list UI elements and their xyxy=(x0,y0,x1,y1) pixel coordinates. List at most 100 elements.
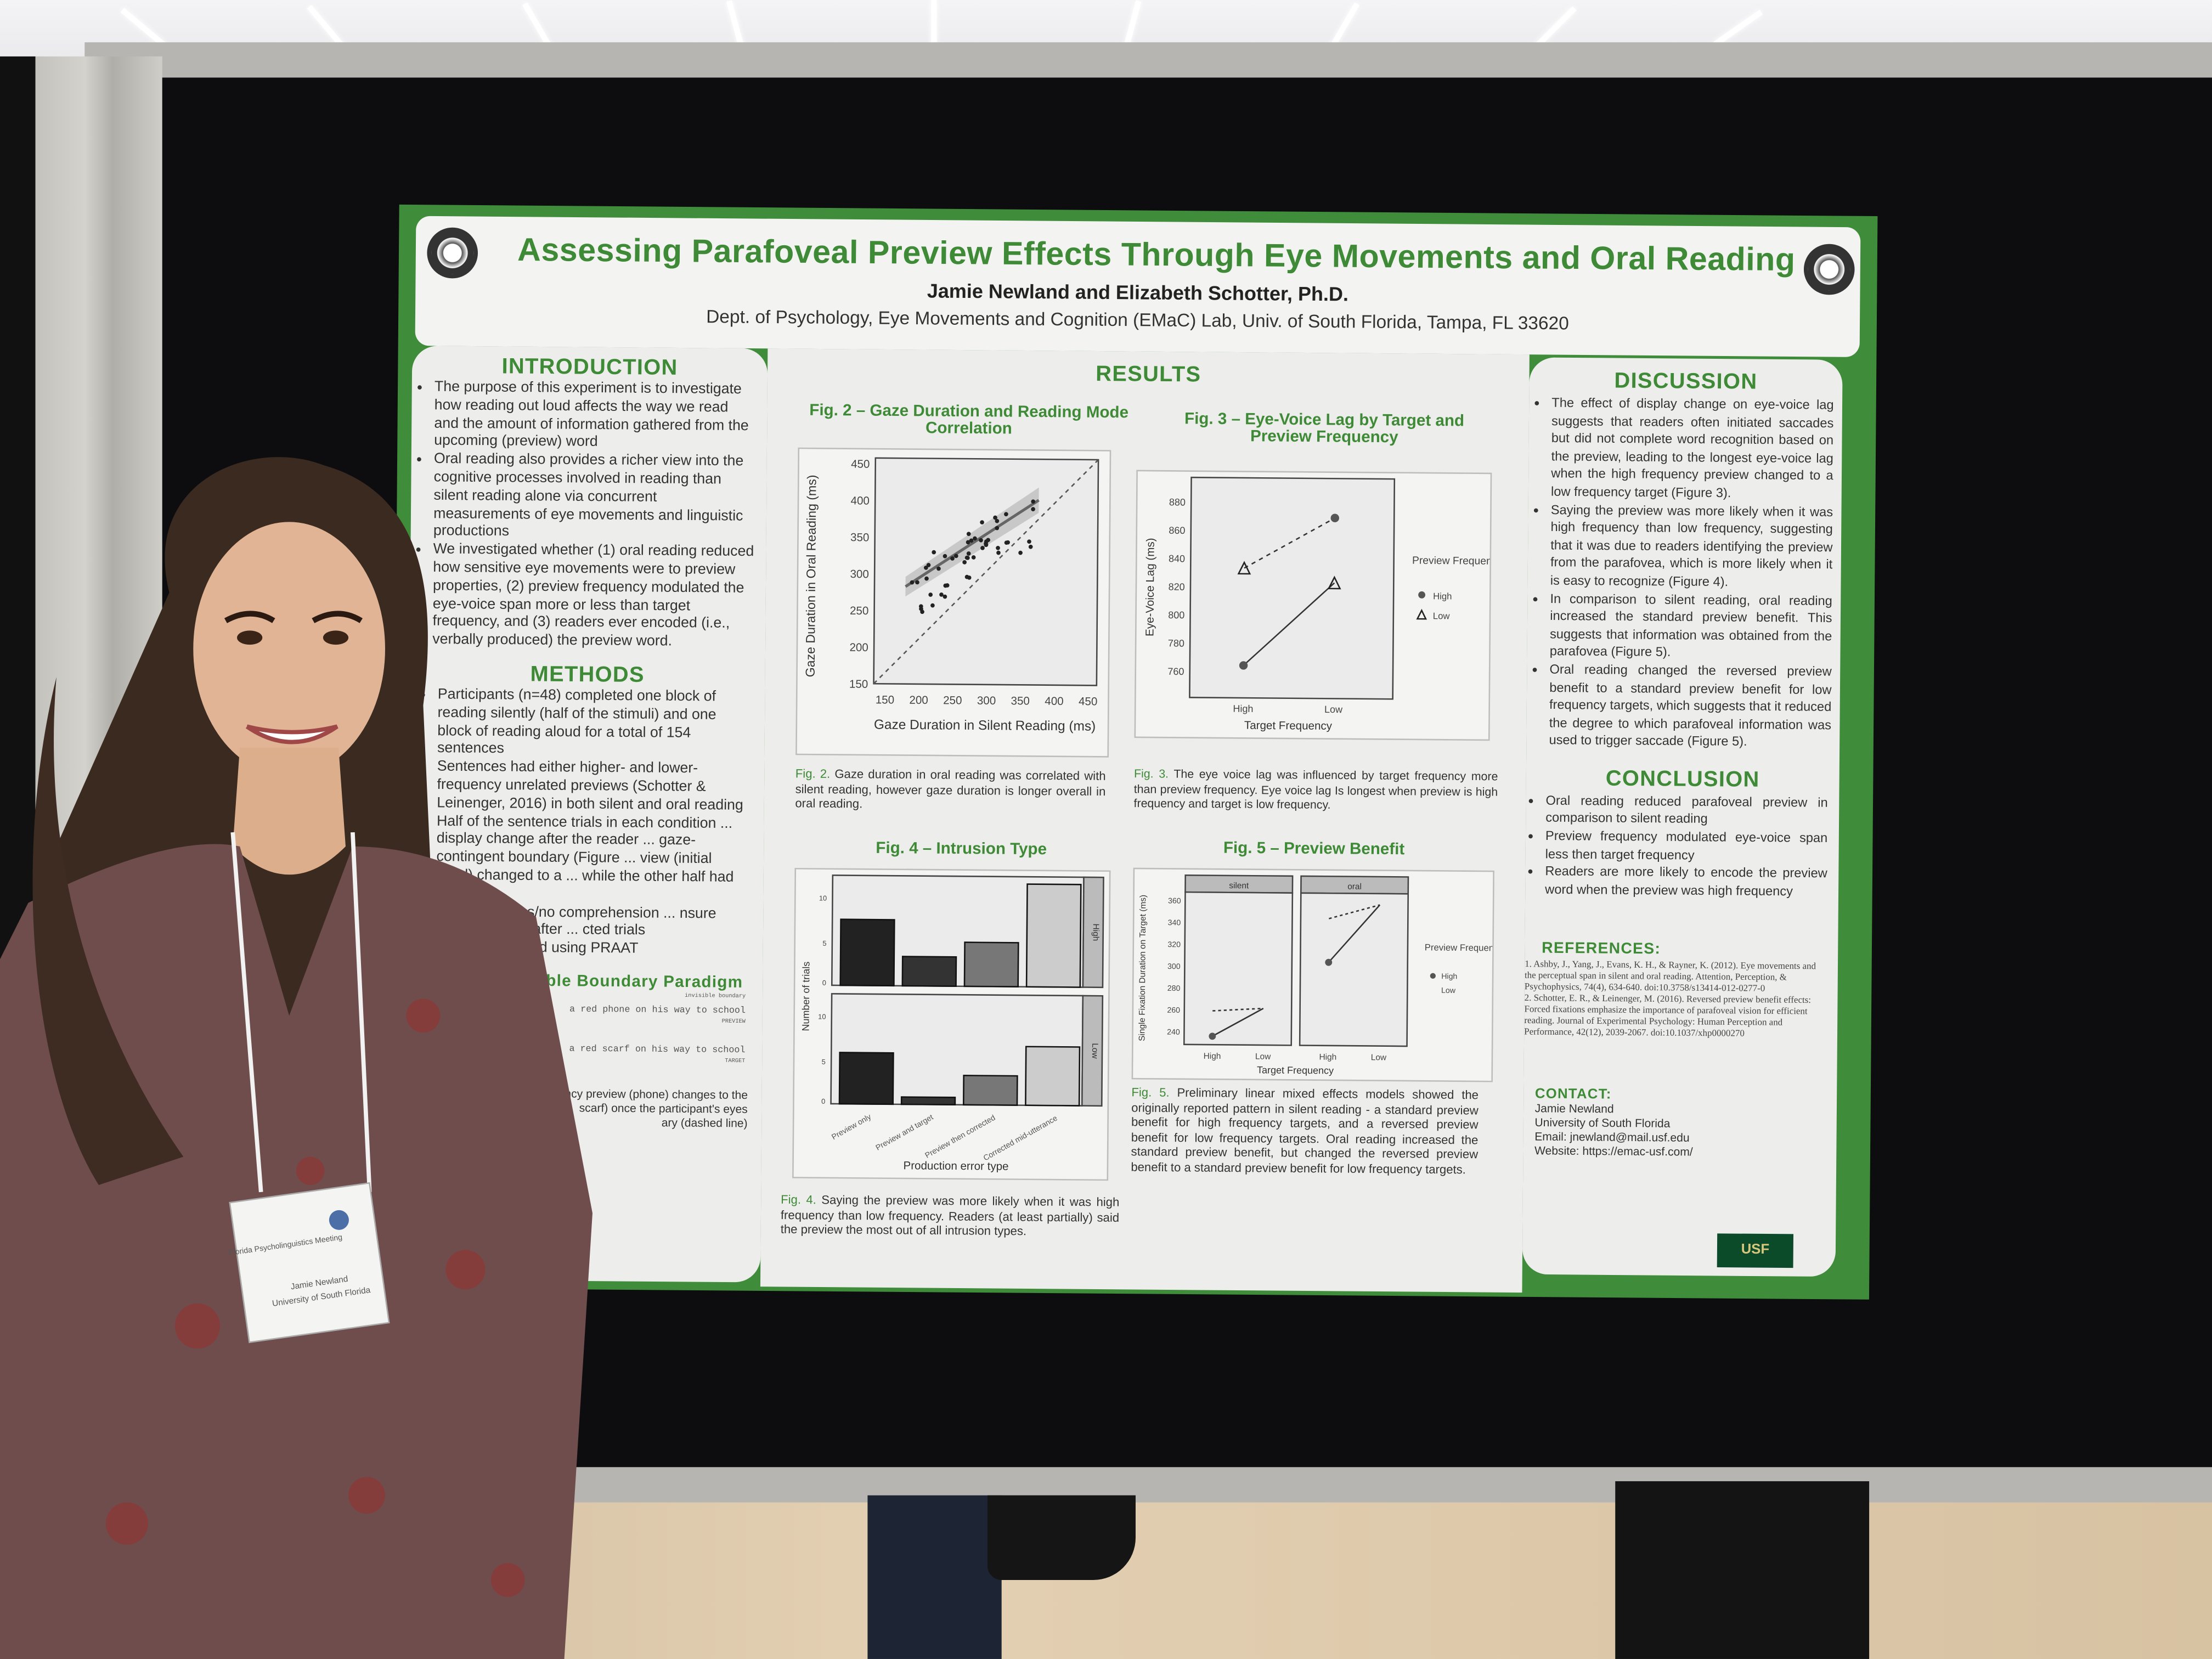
fig2-ytick: 150 xyxy=(849,678,868,691)
poster-authors: Jamie Newland and Elizabeth Schotter, Ph… xyxy=(927,279,1349,306)
discussion-heading: DISCUSSION xyxy=(1614,369,1758,394)
fig2-ylabel: Gaze Duration in Oral Reading (ms) xyxy=(803,475,819,677)
reference-item: 2. Schotter, E. R., & Leinenger, M. (201… xyxy=(1524,994,1812,1040)
fig5-panel-oral: oral xyxy=(1347,882,1362,891)
scatter-point xyxy=(962,560,967,565)
visitor-legs-right xyxy=(1615,1481,1870,1659)
conclusion-text: Oral reading reduced parafoveal preview … xyxy=(1525,792,1839,901)
discussion-column: DISCUSSION The effect of display change … xyxy=(1522,357,1843,1277)
fig4-bar xyxy=(839,918,895,987)
scatter-point xyxy=(966,540,970,545)
fig5-ytick: 360 xyxy=(1168,896,1181,905)
contact-info: Jamie Newland University of South Florid… xyxy=(1523,1103,1837,1161)
fig4-bar xyxy=(901,956,957,988)
scatter-point xyxy=(980,520,984,524)
fig4-facet-low: Low xyxy=(1090,1043,1099,1059)
fig4-bar xyxy=(962,1075,1018,1106)
fig3-ytick: 840 xyxy=(1169,553,1185,564)
fig4-ytick: 5 xyxy=(822,939,826,947)
scatter-point xyxy=(980,546,985,550)
lab-logo-left xyxy=(427,227,478,279)
name-badge: Florida Psycholinguistics Meeting Jamie … xyxy=(228,1182,390,1344)
scatter-point xyxy=(910,580,915,585)
fig3-ytick: 820 xyxy=(1169,582,1185,592)
results-heading: RESULTS xyxy=(1096,362,1201,387)
discussion-text: The effect of display change on eye-voic… xyxy=(1526,394,1842,752)
fig5-panel-silent: silent xyxy=(1229,881,1249,890)
scatter-point xyxy=(943,554,947,558)
fig4-xtick: Preview only xyxy=(830,1111,873,1141)
fig5-ytick: 240 xyxy=(1167,1028,1180,1036)
scatter-point xyxy=(996,550,1001,555)
discussion-bullet: The effect of display change on eye-voic… xyxy=(1551,394,1834,503)
discussion-bullet: Oral reading changed the reversed previe… xyxy=(1549,661,1832,752)
fig3-ytick: 760 xyxy=(1167,666,1184,677)
fig4-ytick: 5 xyxy=(822,1058,826,1066)
fig4-barchart: High Low 10 5 0 10 5 0 Number of trials Previ… xyxy=(792,867,1111,1181)
conclusion-heading: CONCLUSION xyxy=(1605,766,1760,792)
poster-header: Assessing Parafoveal Preview Effects Thr… xyxy=(415,216,1861,357)
fig2-xlabel: Gaze Duration in Silent Reading (ms) xyxy=(874,718,1096,734)
face xyxy=(193,522,385,776)
scatter-point xyxy=(1028,544,1033,549)
neck xyxy=(233,747,346,875)
fig3-xtick: High xyxy=(1233,703,1253,714)
fig2-xtick: 400 xyxy=(1045,695,1063,708)
fig4-bar xyxy=(838,1052,894,1105)
contact-website: Website: https://emac-usf.com/ xyxy=(1534,1145,1693,1159)
discussion-bullet: In comparison to silent reading, oral re… xyxy=(1550,590,1832,663)
conclusion-bullet: Preview frequency modulated eye-voice sp… xyxy=(1545,827,1828,865)
fig2-xtick: 300 xyxy=(977,695,996,707)
scatter-point xyxy=(930,603,935,608)
fig5-ytick: 260 xyxy=(1167,1006,1180,1014)
scatter-point xyxy=(953,554,958,558)
references-heading: REFERENCES: xyxy=(1542,940,1661,959)
fig3-plot: 880 860 840 820 800 780 760 High Low Target Fr… xyxy=(1143,476,1503,732)
fig3-xtick: Low xyxy=(1324,704,1343,715)
scatter-point xyxy=(1004,540,1009,545)
fig2-ytick: 450 xyxy=(851,458,870,470)
fig3-xlabel: Target Frequency xyxy=(1244,719,1333,732)
fig4-xlabel: Production error type xyxy=(903,1159,1008,1173)
conclusion-bullet: Oral reading reduced parafoveal preview … xyxy=(1545,792,1828,830)
scatter-point xyxy=(979,538,983,543)
poster-affiliation: Dept. of Psychology, Eye Movements and C… xyxy=(706,306,1569,334)
fig4-ytick: 10 xyxy=(819,894,827,902)
fig2-xtick: 350 xyxy=(1011,695,1030,707)
visitor-shoe xyxy=(987,1495,1136,1580)
fig3-ytick: 800 xyxy=(1168,610,1184,620)
fig2-title: Fig. 2 – Gaze Duration and Reading Mode … xyxy=(809,402,1129,438)
fig4-title: Fig. 4 – Intrusion Type xyxy=(876,840,1047,859)
fig5-title: Fig. 5 – Preview Benefit xyxy=(1223,840,1405,859)
scatter-point xyxy=(971,555,976,560)
fig2-xtick: 450 xyxy=(1079,695,1097,708)
scatter-point xyxy=(984,543,989,548)
fig2-plot: 450 400 350 300 250 200 150 150 200 250 300 350 400… xyxy=(803,457,1099,734)
scatter-point xyxy=(996,545,1000,550)
fig4-bar xyxy=(900,1096,956,1105)
fig3-lineplot: 880 860 840 820 800 780 760 High Low Target Fr… xyxy=(1134,470,1503,741)
fig3-title: Fig. 3 – Eye-Voice Lag by Target and Pre… xyxy=(1184,411,1465,447)
fig5-lineplot: silent oral 360 340 320 300 280 260 240 High L… xyxy=(1131,867,1504,1082)
fig4-plot: High Low 10 5 0 10 5 0 Number of trials Previ… xyxy=(800,874,1104,1173)
fig2-ytick: 250 xyxy=(850,605,868,617)
fig5-xtick: High xyxy=(1319,1052,1336,1062)
scatter-point xyxy=(966,551,971,556)
fig4-facet-high: High xyxy=(1091,924,1101,941)
fig3-ytick: 860 xyxy=(1169,525,1185,536)
fig2-scatterplot: 450 400 350 300 250 200 150 150 200 250 300 350 400… xyxy=(795,447,1111,758)
scatter-point xyxy=(993,515,997,520)
fig5-ytick: 280 xyxy=(1167,984,1181,992)
scatter-point xyxy=(995,518,1000,523)
fig4-ylabel: Number of trials xyxy=(800,962,811,1031)
fig3-legend-high: High xyxy=(1433,591,1452,601)
scatter-point xyxy=(1027,539,1031,544)
references-list: 1. Ashby, J., Yang, J., Evans, K. H., & … xyxy=(1524,957,1838,1042)
discussion-bullet: Saying the preview was more likely when … xyxy=(1550,501,1833,592)
scatter-point xyxy=(943,594,947,599)
scatter-point xyxy=(973,536,977,541)
scatter-point xyxy=(1031,507,1035,511)
scatter-point xyxy=(986,538,990,543)
scatter-point xyxy=(923,565,928,570)
